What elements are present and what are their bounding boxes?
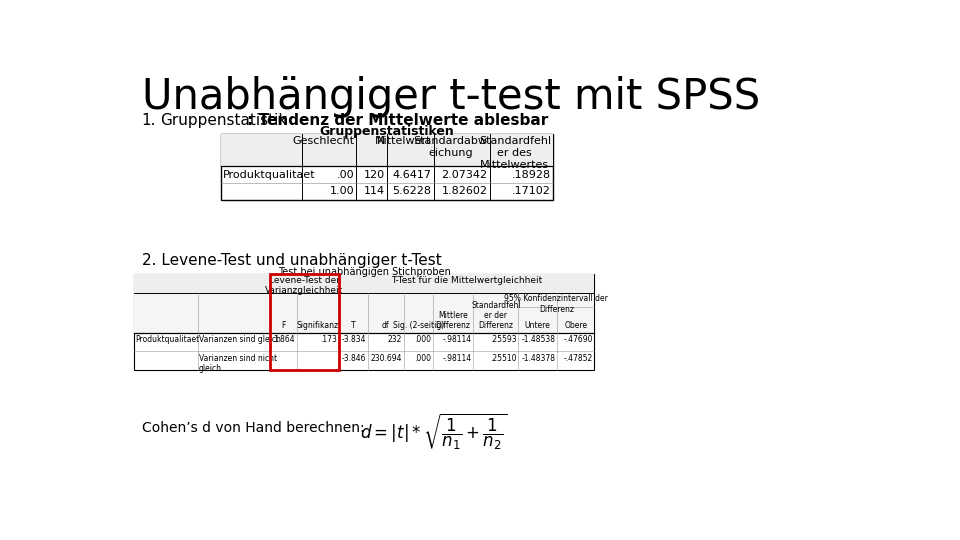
Bar [271,274,339,370]
Text: .00: .00 [336,170,354,179]
Text: 4.6417: 4.6417 [393,170,432,179]
Text: Standardfehl
er der
Differenz: Standardfehl er der Differenz [471,301,520,330]
Text: : Tendenz der Mittelwerte ablesbar: : Tendenz der Mittelwerte ablesbar [247,112,548,127]
Text: $d = |t| * \sqrt{\dfrac{1}{n_1} + \dfrac{1}{n_2}}$: $d = |t| * \sqrt{\dfrac{1}{n_1} + \dfrac… [360,411,508,451]
Text: Mittlere
Differenz: Mittlere Differenz [436,311,470,330]
Text: Cohen’s d von Hand berechnen:: Cohen’s d von Hand berechnen: [142,421,365,435]
Text: 120: 120 [364,170,385,179]
Text: df: df [382,321,390,330]
Text: 1.82602: 1.82602 [442,186,488,197]
Text: T-Test für die Mittelwertgleichheit: T-Test für die Mittelwertgleichheit [391,276,542,285]
Text: 5.6228: 5.6228 [393,186,432,197]
Text: .25510: .25510 [491,354,516,362]
Text: 1.864: 1.864 [274,335,295,344]
Text: -.98114: -.98114 [443,335,472,344]
Text: .18928: .18928 [512,170,551,179]
Bar [134,293,594,333]
Text: .173: .173 [320,335,337,344]
Text: Gruppenstatistik: Gruppenstatistik [160,112,288,127]
Bar [221,134,553,166]
Text: 114: 114 [364,186,385,197]
Text: -3.846: -3.846 [342,354,367,362]
Text: 2.07342: 2.07342 [442,170,488,179]
Text: .25593: .25593 [491,335,516,344]
Text: -.47690: -.47690 [564,335,592,344]
Text: Gruppenstatistiken: Gruppenstatistiken [320,125,454,138]
Bar [134,274,594,370]
Text: 1.00: 1.00 [329,186,354,197]
Bar [134,274,594,293]
Text: T: T [351,321,355,330]
Text: Produktqualitaet: Produktqualitaet [223,170,316,179]
Text: Test bei unabhängigen Stichproben: Test bei unabhängigen Stichproben [277,267,450,276]
Text: .000: .000 [415,335,432,344]
Text: Untere: Untere [525,321,551,330]
Text: -1.48378: -1.48378 [521,354,556,362]
Text: -.47852: -.47852 [564,354,592,362]
Text: 1.: 1. [142,112,156,127]
Text: 2. Levene-Test und unabhängiger t-Test: 2. Levene-Test und unabhängiger t-Test [142,253,442,268]
Text: Standardabw
eichung: Standardabw eichung [414,137,488,158]
Text: Varianzen sind nicht
gleich: Varianzen sind nicht gleich [199,354,277,373]
Text: -.98114: -.98114 [443,354,472,362]
Text: -3.834: -3.834 [342,335,367,344]
Text: Levene-Test der
Varianzgleichheit: Levene-Test der Varianzgleichheit [265,276,344,295]
Bar [221,134,553,200]
Text: Standardfehl
er des
Mittelwertes: Standardfehl er des Mittelwertes [479,137,551,170]
Text: -1.48538: -1.48538 [521,335,556,344]
Text: Geschlecht: Geschlecht [292,137,354,146]
Text: 230.694: 230.694 [371,354,402,362]
Text: 232: 232 [388,335,402,344]
Text: F: F [281,321,286,330]
Text: Sig. (2-seitig): Sig. (2-seitig) [393,321,444,330]
Text: .17102: .17102 [512,186,551,197]
Text: Mittelwert: Mittelwert [375,137,432,146]
Text: Produktqualitaet: Produktqualitaet [135,335,200,344]
Text: Signifikanz: Signifikanz [297,321,339,330]
Text: 95% Konfidenzintervall der
Differenz: 95% Konfidenzintervall der Differenz [504,294,609,314]
Text: Varianzen sind gleich: Varianzen sind gleich [199,335,281,344]
Text: Unabhängiger t-test mit SPSS: Unabhängiger t-test mit SPSS [142,76,760,118]
Text: Obere: Obere [564,321,588,330]
Text: .000: .000 [415,354,432,362]
Text: N: N [376,137,385,146]
